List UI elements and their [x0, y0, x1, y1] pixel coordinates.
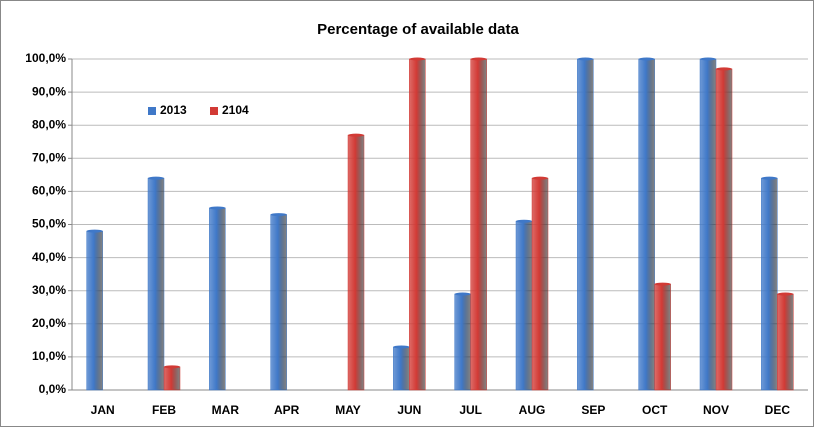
chart-title: Percentage of available data	[317, 21, 519, 38]
bar	[777, 293, 794, 391]
bar-cap	[777, 292, 794, 296]
bar-cap	[164, 365, 180, 369]
bar-cap	[716, 67, 732, 71]
x-tick-label: MAY	[335, 403, 361, 417]
bar-cap	[532, 176, 548, 180]
x-tick-label: AUG	[519, 403, 546, 417]
bar	[515, 220, 533, 391]
legend-label: 2013	[160, 103, 187, 117]
legend-swatch	[148, 107, 156, 115]
y-tick-label: 20,0%	[32, 316, 66, 330]
x-tick-label: FEB	[152, 403, 176, 417]
x-tick-label: SEP	[581, 403, 605, 417]
bar	[209, 207, 226, 391]
y-tick-label: 10,0%	[32, 349, 66, 363]
y-tick-label: 70,0%	[32, 150, 66, 164]
bar-cap	[700, 57, 716, 61]
bar-cap	[409, 57, 426, 61]
bar-cap	[638, 57, 655, 61]
legend-label: 2104	[222, 103, 249, 117]
y-tick-label: 80,0%	[32, 117, 66, 131]
x-tick-label: DEC	[765, 403, 791, 417]
bar-cap	[348, 133, 364, 137]
bar	[270, 214, 287, 391]
x-tick-label: JUN	[397, 403, 421, 417]
bar	[86, 230, 103, 391]
bar	[147, 177, 165, 391]
x-tick-label: NOV	[703, 403, 729, 417]
bar	[577, 58, 594, 391]
bar	[163, 366, 181, 391]
x-tick-label: JUL	[459, 403, 482, 417]
bar	[531, 177, 549, 391]
y-tick-label: 40,0%	[32, 250, 66, 264]
bar	[393, 346, 410, 391]
bar-cap	[148, 176, 164, 180]
legend-swatch	[210, 107, 218, 115]
x-tick-label: JAN	[91, 403, 115, 417]
bar-cap	[577, 57, 594, 61]
bar-cap	[209, 206, 226, 210]
bar	[699, 58, 717, 391]
x-tick-label: APR	[274, 403, 300, 417]
y-tick-label: 30,0%	[32, 283, 66, 297]
bar-cap	[270, 213, 287, 217]
bar	[638, 58, 655, 391]
bar	[347, 134, 365, 391]
y-tick-label: 90,0%	[32, 84, 66, 98]
bar-cap	[454, 292, 471, 296]
bar-cap	[516, 219, 532, 223]
bar-cap	[761, 176, 778, 180]
x-tick-label: OCT	[642, 403, 668, 417]
bar	[715, 68, 733, 391]
bar-cap	[86, 229, 103, 233]
bar-cap	[654, 282, 671, 286]
bar	[409, 58, 426, 391]
bar	[454, 293, 471, 391]
bar-cap	[470, 57, 487, 61]
y-tick-label: 50,0%	[32, 217, 66, 231]
bar	[654, 283, 671, 391]
y-tick-label: 0,0%	[39, 382, 67, 396]
y-tick-label: 60,0%	[32, 184, 66, 198]
bar	[470, 58, 487, 391]
bar	[761, 177, 778, 391]
x-tick-label: MAR	[212, 403, 240, 417]
bar-cap	[393, 345, 410, 349]
y-tick-label: 100,0%	[25, 51, 66, 65]
